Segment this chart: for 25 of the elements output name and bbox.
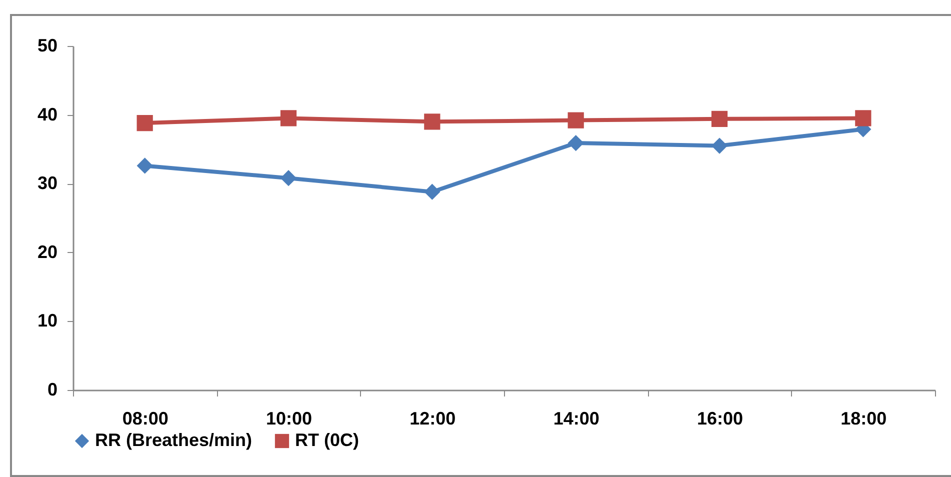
point	[568, 112, 584, 128]
legend-label: RR (Breathes/min)	[95, 430, 252, 450]
x-tick-label: 16:00	[696, 408, 744, 428]
y-tick-label: 30	[37, 173, 58, 194]
point	[280, 170, 297, 186]
point	[711, 138, 728, 154]
point	[136, 114, 153, 132]
y-tick-label: 20	[37, 242, 58, 262]
legend-label: RT (0C)	[295, 430, 359, 450]
y-tick-label: 0	[47, 380, 58, 400]
x-tick-label: 10:00	[266, 408, 312, 428]
point	[424, 114, 440, 130]
x-tick-label: 14:00	[553, 408, 600, 428]
point	[280, 110, 297, 126]
x-tick-label: 08:00	[122, 408, 168, 428]
y-tick-label: 50	[37, 36, 58, 56]
point	[568, 134, 584, 152]
point	[424, 184, 440, 200]
x-tick-label: 18:00	[840, 408, 887, 428]
point	[711, 110, 728, 127]
point	[136, 158, 153, 174]
y-tick-label: 10	[37, 310, 58, 331]
y-tick-label: 40	[37, 104, 58, 124]
point	[855, 110, 872, 126]
x-tick-label: 12:00	[410, 408, 456, 428]
